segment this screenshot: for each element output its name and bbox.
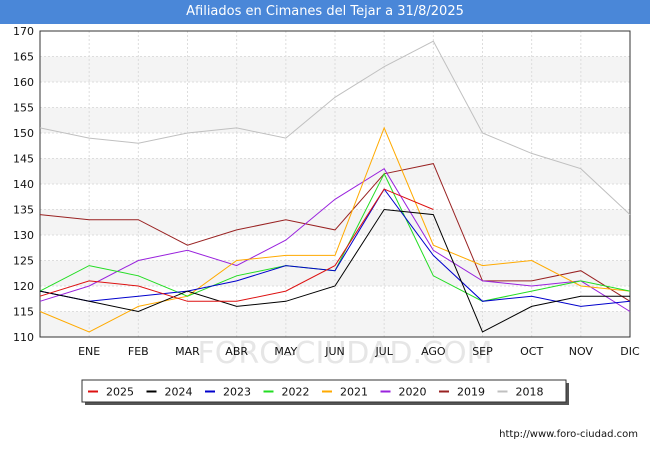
legend-label-2022: 2022 (282, 386, 310, 399)
y-tick-label: 125 (13, 255, 34, 268)
x-tick-label: MAY (274, 345, 297, 358)
y-tick-label: 140 (13, 178, 34, 191)
legend: 2025 2024 2023 2022 2021 2020 2019 2018 (81, 379, 569, 405)
x-tick-label: MAR (175, 345, 200, 358)
y-tick-label: 155 (13, 102, 34, 115)
legend-label-2025: 2025 (106, 386, 134, 399)
x-tick-label: JUL (374, 345, 393, 358)
series-line-2018 (39, 40, 631, 215)
y-tick-label: 135 (13, 204, 34, 217)
series-line-2024 (39, 208, 630, 333)
x-tick-label: ENE (78, 345, 100, 358)
legend-label-2018: 2018 (516, 386, 544, 399)
y-tick-label: 150 (13, 127, 34, 140)
y-tick-label: 130 (13, 229, 34, 242)
series-line-2025 (39, 188, 434, 302)
x-tick-label: DIC (620, 345, 640, 358)
watermark: FORO-CIUDAD.COM (198, 336, 493, 371)
x-tick-label: NOV (569, 345, 594, 358)
plot-frame (39, 30, 631, 338)
grid-band (40, 133, 630, 159)
y-tick-label: 110 (13, 331, 34, 344)
legend-label-2020: 2020 (399, 386, 427, 399)
y-tick-label: 160 (13, 76, 34, 89)
series-line-2019 (39, 163, 631, 302)
y-tick-label: 170 (13, 25, 34, 38)
legend-label-2024: 2024 (165, 386, 193, 399)
y-tick-label: 165 (13, 51, 34, 64)
source-label: http://www.foro-ciudad.com (499, 429, 638, 440)
chart-title: Afiliados en Cimanes del Tejar a 31/8/20… (0, 0, 650, 24)
y-tick-label: 115 (13, 306, 34, 319)
y-tick-label: 145 (13, 153, 34, 166)
x-tick-label: SEP (472, 345, 493, 358)
series-line-2023 (39, 188, 631, 307)
legend-label-2019: 2019 (457, 386, 485, 399)
grid-lines (39, 30, 631, 338)
x-tick-label: FEB (128, 345, 149, 358)
x-tick-label: OCT (520, 345, 543, 358)
y-tick-label: 120 (13, 280, 34, 293)
x-tick-label: ABR (225, 345, 248, 358)
legend-label-2023: 2023 (223, 386, 251, 399)
x-tick-label: JUN (324, 345, 345, 358)
x-axis-ticks: ENE FEB MAR ABR MAY JUN JUL AGO SEP OCT NOV DIC (78, 345, 640, 358)
series-lines (39, 40, 631, 333)
grid-band (40, 209, 630, 235)
legend-label-2021: 2021 (340, 386, 368, 399)
x-tick-label: AGO (421, 345, 446, 358)
series-line-2021 (39, 126, 631, 333)
y-axis-ticks: 110 115 120 125 130 135 140 145 150 155 160 165 170 (13, 25, 34, 344)
series-line-2020 (39, 168, 631, 312)
